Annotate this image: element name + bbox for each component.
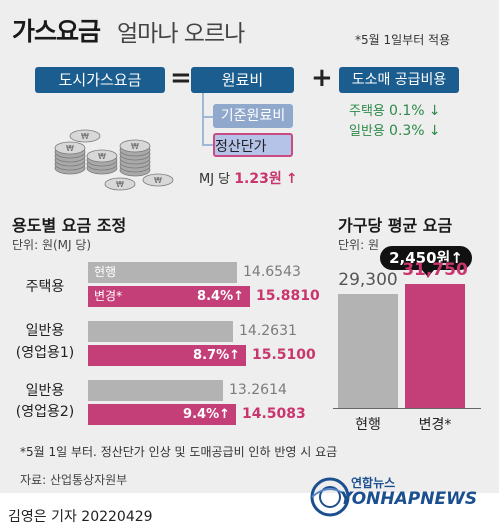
usage-change-percent: 8.7%↑: [193, 348, 240, 363]
coin: [69, 129, 101, 143]
household-increase-callout: 2,450원↑: [380, 246, 472, 270]
rate-value: 0.3%: [389, 123, 425, 139]
callout-value: 2,450원: [389, 249, 451, 267]
tree-connector-branch: [202, 144, 216, 146]
per-mj-prefix: MJ 당: [199, 172, 231, 187]
rate-label: 일반용: [349, 124, 385, 139]
household-chart-unit: 단위: 원: [338, 238, 379, 252]
household-category-label: 현행: [355, 417, 381, 433]
household-chart: 29,300 현행 31,750 변경*: [338, 260, 468, 433]
effective-date-note: *5월 1일부터 적용: [355, 33, 451, 47]
won-symbol-icon: ₩: [81, 132, 89, 141]
settlement-price-box: 정산단가: [213, 133, 293, 157]
down-arrow-icon: ↓: [428, 123, 441, 139]
tree-connector-branch: [202, 116, 216, 118]
rate-label: 주택용: [349, 104, 385, 119]
agency-name-en: YONHAPNEWS: [340, 489, 478, 509]
raw-material-cost-box: 원료비: [191, 67, 294, 93]
wholesale-rate-residential: 주택용 0.1% ↓: [349, 100, 440, 119]
plus-sign: +: [311, 63, 333, 93]
usage-category-label: 일반용: [25, 383, 65, 399]
usage-category-label: (영업용2): [15, 404, 75, 420]
tree-connector-vertical: [202, 93, 204, 144]
down-arrow-icon: ↓: [428, 103, 441, 119]
household-value-label: 29,300: [338, 270, 398, 290]
usage-bar-changed: [88, 404, 236, 425]
usage-bar-current: [88, 380, 223, 401]
won-symbol-icon: ₩: [66, 144, 74, 153]
wholesale-rate-commercial: 일반용 0.3% ↓: [349, 120, 440, 139]
won-symbol-icon: ₩: [131, 142, 139, 151]
coin: [119, 139, 151, 153]
callout-pointer: [422, 270, 434, 277]
per-mj-value: 1.23원: [234, 171, 282, 187]
footnote: *5월 1일 부터. 정산단가 인상 및 도매공급비 인하 반영 시 요금: [20, 445, 338, 459]
source-note: 자료: 산업통상자원부: [20, 473, 128, 487]
household-chart-baseline: [333, 408, 481, 409]
usage-chart-unit: 단위: 원(MJ 당): [12, 238, 92, 252]
won-symbol-icon: ₩: [98, 152, 106, 161]
legend-changed-tag: 변경*: [94, 289, 123, 303]
household-value-label: 31,750: [402, 260, 468, 280]
city-gas-fee-box: 도시가스요금: [35, 67, 165, 93]
yonhap-logo-icon: [310, 477, 350, 517]
household-bar-changed: [405, 284, 465, 408]
up-arrow-icon: ↑: [285, 171, 298, 187]
usage-value-changed: 15.5100: [252, 347, 316, 363]
won-symbol-icon: ₩: [116, 180, 124, 189]
usage-value-changed: 14.5083: [242, 406, 306, 422]
usage-bar-changed: [88, 345, 246, 366]
usage-value-current: 13.2614: [229, 382, 287, 398]
rate-value: 0.1%: [389, 103, 425, 119]
won-symbol-icon: ₩: [154, 176, 162, 185]
usage-chart-title: 용도별 요금 조정: [12, 216, 127, 235]
page-title: 가스요금: [12, 17, 101, 46]
household-bar-current: [338, 294, 398, 408]
coin: [142, 173, 174, 187]
legend-current-tag: 현행: [94, 265, 117, 279]
usage-category-label: 주택용: [25, 279, 65, 295]
usage-category-label: (영업용1): [15, 345, 75, 361]
page-subtitle: 얼마나 오르나: [117, 21, 245, 47]
footer-area: [0, 493, 499, 529]
per-mj-increase: MJ 당 1.23원 ↑: [199, 168, 298, 188]
byline: 김영은 기자 20220429: [8, 509, 153, 525]
wholesale-supply-cost-box: 도소매 공급비용: [339, 67, 459, 93]
usage-value-changed: 15.8810: [256, 288, 320, 304]
usage-change-percent: 9.4%↑: [183, 407, 230, 422]
usage-value-current: 14.2631: [239, 323, 297, 339]
coin: [54, 141, 86, 155]
coin: [104, 177, 136, 191]
up-arrow-icon: ↑: [450, 249, 463, 267]
household-chart-title: 가구당 평균 요금: [338, 216, 453, 235]
usage-bar-current: [88, 262, 237, 283]
household-category-label: 변경*: [418, 417, 452, 433]
equals-sign: =: [170, 63, 192, 93]
coin-stack-icon: ₩ ₩ ₩ ₩ ₩ ₩: [54, 129, 174, 191]
agency-name-ko: 연합뉴스: [351, 476, 396, 490]
coin: [86, 149, 118, 163]
usage-bar-changed: [88, 286, 250, 307]
base-raw-cost-box: 기준원료비: [213, 104, 293, 128]
usage-category-label: 일반용: [25, 323, 65, 339]
usage-value-current: 14.6543: [243, 264, 301, 280]
usage-bar-current: [88, 321, 233, 342]
usage-change-percent: 8.4%↑: [197, 289, 244, 304]
